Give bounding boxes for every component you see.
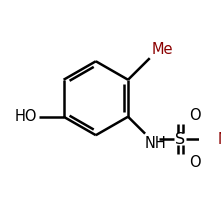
Text: Me: Me: [151, 42, 173, 57]
Text: O: O: [189, 108, 201, 124]
Text: Me: Me: [217, 131, 221, 147]
Text: S: S: [175, 131, 185, 147]
Text: O: O: [189, 155, 201, 170]
Text: HO: HO: [15, 109, 37, 124]
Text: NH: NH: [145, 136, 167, 151]
